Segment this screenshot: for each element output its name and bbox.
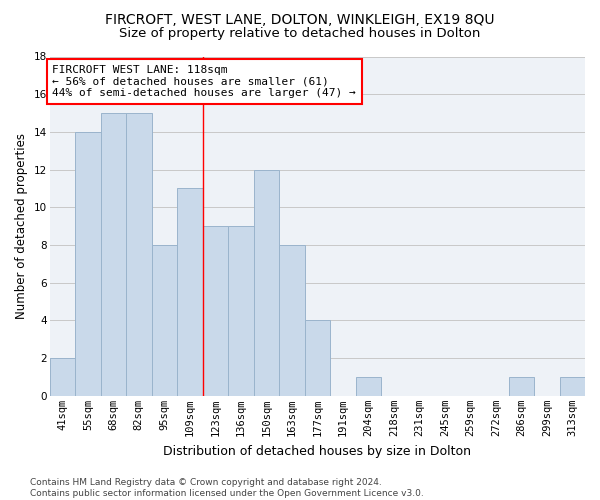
X-axis label: Distribution of detached houses by size in Dolton: Distribution of detached houses by size … xyxy=(163,444,471,458)
Bar xyxy=(356,377,381,396)
Text: FIRCROFT, WEST LANE, DOLTON, WINKLEIGH, EX19 8QU: FIRCROFT, WEST LANE, DOLTON, WINKLEIGH, … xyxy=(105,12,495,26)
Bar xyxy=(203,226,228,396)
Bar xyxy=(177,188,203,396)
Bar xyxy=(101,113,126,396)
Bar xyxy=(228,226,254,396)
Text: Size of property relative to detached houses in Dolton: Size of property relative to detached ho… xyxy=(119,28,481,40)
Text: Contains HM Land Registry data © Crown copyright and database right 2024.
Contai: Contains HM Land Registry data © Crown c… xyxy=(30,478,424,498)
Bar xyxy=(254,170,279,396)
Bar xyxy=(279,245,305,396)
Y-axis label: Number of detached properties: Number of detached properties xyxy=(15,133,28,319)
Bar xyxy=(126,113,152,396)
Bar xyxy=(75,132,101,396)
Bar xyxy=(152,245,177,396)
Bar xyxy=(305,320,330,396)
Bar xyxy=(50,358,75,396)
Bar xyxy=(560,377,585,396)
Bar xyxy=(509,377,534,396)
Text: FIRCROFT WEST LANE: 118sqm
← 56% of detached houses are smaller (61)
44% of semi: FIRCROFT WEST LANE: 118sqm ← 56% of deta… xyxy=(52,65,356,98)
